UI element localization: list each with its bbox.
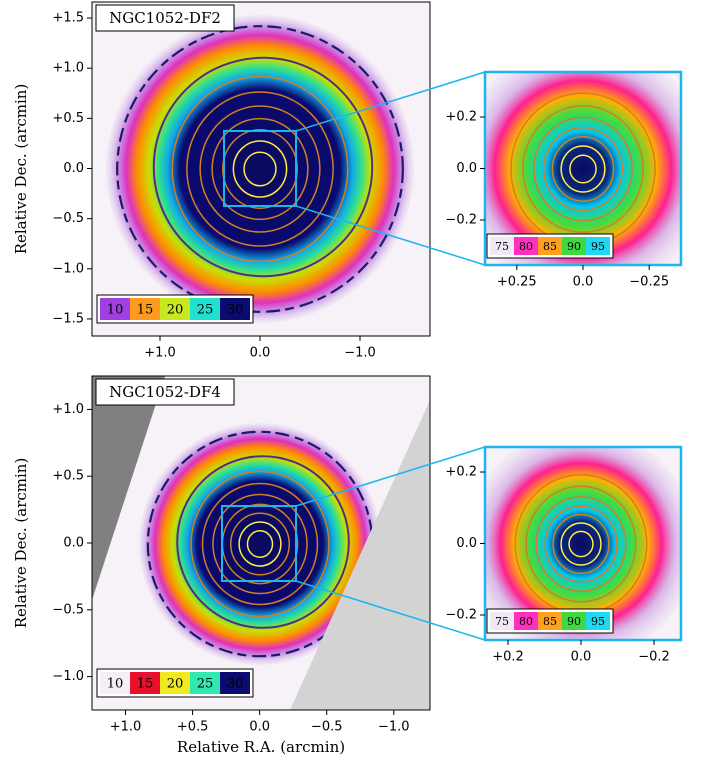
- x-tick-label: +1.0: [110, 720, 142, 735]
- y-tick-label: +1.0: [52, 402, 84, 417]
- y-tick-label: 0.0: [456, 161, 477, 176]
- legend-label: 75: [495, 615, 509, 628]
- y-tick-label: +0.5: [52, 111, 84, 126]
- x-tick-label: 0.0: [250, 346, 271, 361]
- figure: Relative R.A. (arcmin) +1.5 +1.0 +0.5 0.0 −0…: [0, 0, 701, 764]
- legend-label: 10: [107, 303, 124, 318]
- legend-label: 20: [167, 677, 184, 692]
- legend-label: 90: [567, 615, 581, 628]
- x-tick-label: +0.5: [177, 720, 209, 735]
- legend-label: 95: [591, 240, 605, 253]
- x-tick-label: 0.0: [249, 720, 270, 735]
- y-tick-label: −1.5: [52, 311, 84, 326]
- y-tick-label: +1.0: [52, 61, 84, 76]
- legend-label: 10: [107, 677, 124, 692]
- y-tick-label: −0.5: [52, 602, 84, 617]
- legend-label: 90: [567, 240, 581, 253]
- legend-label: 85: [543, 240, 557, 253]
- panel-label: NGC1052-DF4: [109, 383, 221, 401]
- legend-label: 25: [197, 303, 214, 318]
- x-tick-label: 0.0: [573, 275, 594, 290]
- x-tick-label: −1.0: [344, 346, 376, 361]
- y-tick-label: +0.5: [52, 469, 84, 484]
- legend-label: 25: [197, 677, 214, 692]
- x-tick-label: −0.2: [638, 650, 670, 665]
- x-tick-label: 0.0: [571, 650, 592, 665]
- x-tick-label: +1.0: [144, 346, 176, 361]
- legend-label: 95: [591, 615, 605, 628]
- y-tick-label: 0.0: [63, 536, 84, 551]
- y-tick-label: −0.2: [445, 607, 477, 622]
- legend-label: 75: [495, 240, 509, 253]
- x-axis-label: Relative R.A. (arcmin): [177, 738, 345, 756]
- y-tick-label: −0.2: [445, 212, 477, 227]
- y-tick-label: +1.5: [52, 11, 84, 26]
- legend-label: 20: [167, 303, 184, 318]
- y-tick-label: −1.0: [52, 261, 84, 276]
- x-tick-label: +0.2: [492, 650, 524, 665]
- panel-label: NGC1052-DF2: [109, 9, 221, 27]
- y-axis-label: Relative Dec. (arcmin): [12, 84, 30, 255]
- image-area: [92, 376, 430, 710]
- y-tick-label: +0.2: [445, 465, 477, 480]
- x-tick-label: −0.5: [311, 720, 343, 735]
- x-tick-label: +0.25: [497, 275, 537, 290]
- legend-label: 80: [519, 615, 533, 628]
- legend-label: 80: [519, 240, 533, 253]
- y-axis-label: Relative Dec. (arcmin): [12, 458, 30, 629]
- legend-label: 85: [543, 615, 557, 628]
- legend-label: 30: [227, 677, 244, 692]
- y-tick-label: +0.2: [445, 110, 477, 125]
- legend-label: 30: [227, 303, 244, 318]
- y-tick-label: 0.0: [456, 536, 477, 551]
- y-tick-label: −0.5: [52, 211, 84, 226]
- legend-label: 15: [137, 677, 154, 692]
- y-tick-label: −1.0: [52, 669, 84, 684]
- legend-label: 15: [137, 303, 154, 318]
- image-area: [92, 2, 430, 336]
- y-tick-label: 0.0: [63, 161, 84, 176]
- x-tick-label: −0.25: [629, 275, 669, 290]
- x-tick-label: −1.0: [378, 720, 410, 735]
